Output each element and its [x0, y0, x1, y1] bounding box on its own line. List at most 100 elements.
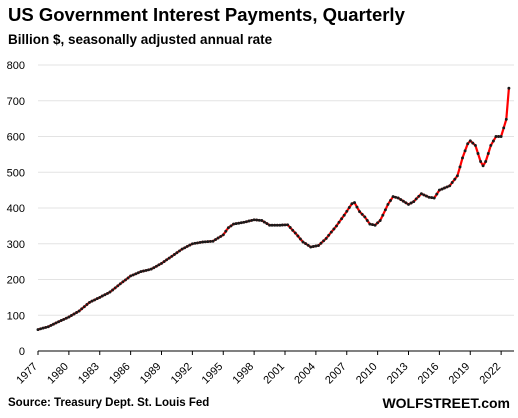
data-point — [417, 194, 421, 198]
data-point — [88, 300, 91, 304]
data-point — [203, 240, 207, 244]
x-tick-label: 1983 — [76, 361, 102, 387]
data-point — [54, 321, 58, 325]
data-point — [134, 272, 138, 276]
data-point — [44, 325, 48, 329]
data-point — [450, 181, 454, 184]
data-point — [466, 142, 470, 146]
y-tick-label: 200 — [7, 275, 25, 287]
data-point — [242, 220, 246, 224]
data-point — [412, 200, 416, 204]
data-point — [435, 192, 439, 196]
data-point — [360, 212, 364, 216]
x-tick-label: 1998 — [230, 361, 256, 387]
data-point — [167, 256, 171, 260]
x-tick-label: 1977 — [14, 361, 40, 387]
x-tick-label: 1992 — [169, 361, 195, 387]
data-point — [111, 288, 115, 292]
data-point — [365, 219, 369, 222]
data-point — [170, 254, 174, 258]
data-point — [77, 309, 81, 313]
data-point — [250, 218, 254, 222]
x-tick-label: 2001 — [261, 361, 287, 387]
data-point — [350, 202, 354, 206]
data-point — [358, 210, 362, 214]
data-point — [335, 224, 338, 228]
data-point — [497, 135, 501, 138]
x-tick-label: 1980 — [45, 361, 71, 387]
data-point — [257, 218, 261, 222]
data-point — [260, 219, 264, 222]
data-point — [237, 221, 241, 225]
data-point — [389, 199, 392, 202]
x-tick-label: 2022 — [477, 361, 503, 387]
data-point — [39, 327, 43, 331]
data-point — [178, 249, 181, 253]
data-point — [144, 268, 148, 272]
data-point — [162, 260, 166, 264]
data-point — [108, 290, 112, 294]
data-point — [62, 317, 66, 321]
data-point — [353, 201, 356, 205]
data-point — [64, 316, 68, 320]
data-point — [49, 323, 53, 327]
data-point — [473, 143, 477, 147]
data-point — [90, 299, 94, 303]
data-point — [188, 243, 192, 247]
chart-title: US Government Interest Payments, Quarter… — [8, 4, 405, 25]
data-point — [476, 152, 480, 155]
x-tick-labels: 1977 1980 1983 1986 1989 1992 1995 1998 2001 2004… — [14, 361, 503, 387]
data-point — [265, 222, 269, 226]
data-point — [229, 224, 233, 228]
data-point — [407, 202, 410, 206]
data-point — [314, 244, 318, 248]
data-point — [437, 188, 441, 192]
data-point — [201, 240, 205, 244]
data-point — [383, 208, 387, 212]
data-point — [448, 184, 452, 188]
data-point — [51, 322, 55, 326]
data-point — [224, 229, 228, 233]
data-point — [440, 187, 444, 191]
data-point — [211, 239, 215, 243]
data-point — [471, 141, 475, 145]
data-point — [414, 197, 418, 201]
data-point — [221, 233, 225, 237]
data-point — [455, 174, 459, 178]
data-point — [347, 206, 351, 209]
data-point — [327, 233, 331, 237]
data-point — [121, 280, 125, 284]
data-point — [504, 117, 508, 121]
x-tick-label: 2010 — [354, 361, 380, 387]
y-tick-label: 700 — [7, 96, 25, 108]
x-tick-label: 2019 — [447, 361, 473, 387]
data-point — [394, 195, 398, 199]
data-point — [57, 320, 61, 324]
data-point — [499, 135, 503, 138]
data-point — [381, 213, 385, 217]
data-point — [479, 160, 483, 163]
data-point — [399, 198, 403, 202]
x-tick-label: 2004 — [292, 361, 318, 387]
data-point — [288, 226, 292, 229]
data-point — [355, 205, 359, 209]
data-point — [432, 196, 436, 200]
data-point — [270, 223, 274, 227]
data-point — [139, 270, 143, 274]
data-point — [422, 193, 426, 197]
data-point — [190, 242, 194, 246]
data-point — [296, 234, 300, 238]
data-point — [131, 273, 135, 277]
data-point — [324, 236, 328, 240]
data-point — [149, 267, 153, 271]
data-point — [142, 269, 145, 273]
data-point — [82, 305, 86, 309]
data-point — [172, 253, 176, 256]
data-point — [208, 239, 212, 243]
x-tick-label: 2007 — [323, 361, 349, 387]
data-point — [401, 199, 405, 203]
data-point — [373, 223, 377, 227]
data-point — [147, 268, 151, 272]
data-point — [106, 291, 109, 295]
y-tick-label: 400 — [7, 203, 25, 215]
